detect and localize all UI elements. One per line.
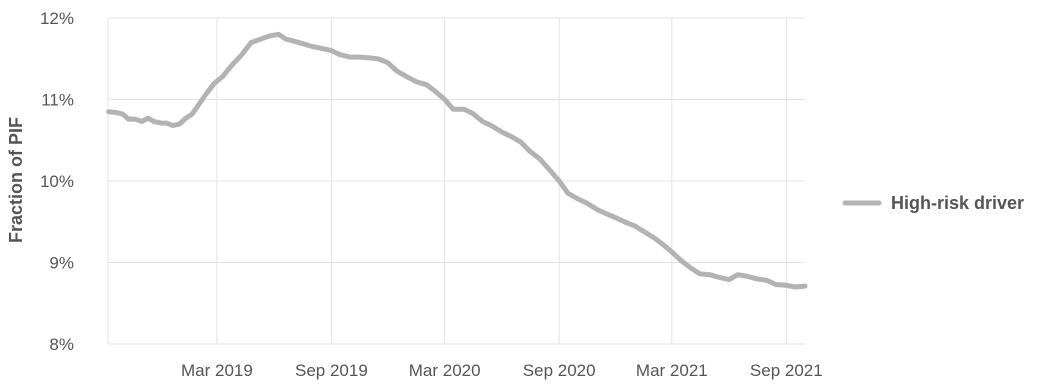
y-axis-label: Fraction of PIF: [6, 117, 26, 243]
series-line-high-risk-driver: [106, 31, 808, 290]
x-tick-label: Sep 2020: [523, 361, 596, 380]
axis-ticks: 8% 9% 10% 11% 12% Mar 2019 Sep 2019 Mar 2020 Sep…: [40, 9, 823, 380]
y-tick-label: 8%: [49, 335, 74, 354]
y-tick-label: 12%: [40, 9, 74, 28]
y-tick-label: 10%: [40, 172, 74, 191]
legend: High-risk driver: [842, 193, 1024, 213]
series-layer: [106, 31, 808, 290]
y-tick-label: 11%: [41, 91, 74, 110]
x-tick-label: Sep 2021: [750, 361, 823, 380]
x-tick-label: Mar 2019: [181, 361, 253, 380]
gridlines: [107, 17, 805, 345]
y-tick-label: 9%: [49, 254, 74, 273]
x-tick-label: Mar 2021: [636, 361, 708, 380]
legend-label: High-risk driver: [891, 193, 1024, 213]
x-tick-label: Sep 2019: [295, 361, 368, 380]
x-tick-label: Mar 2020: [409, 361, 481, 380]
